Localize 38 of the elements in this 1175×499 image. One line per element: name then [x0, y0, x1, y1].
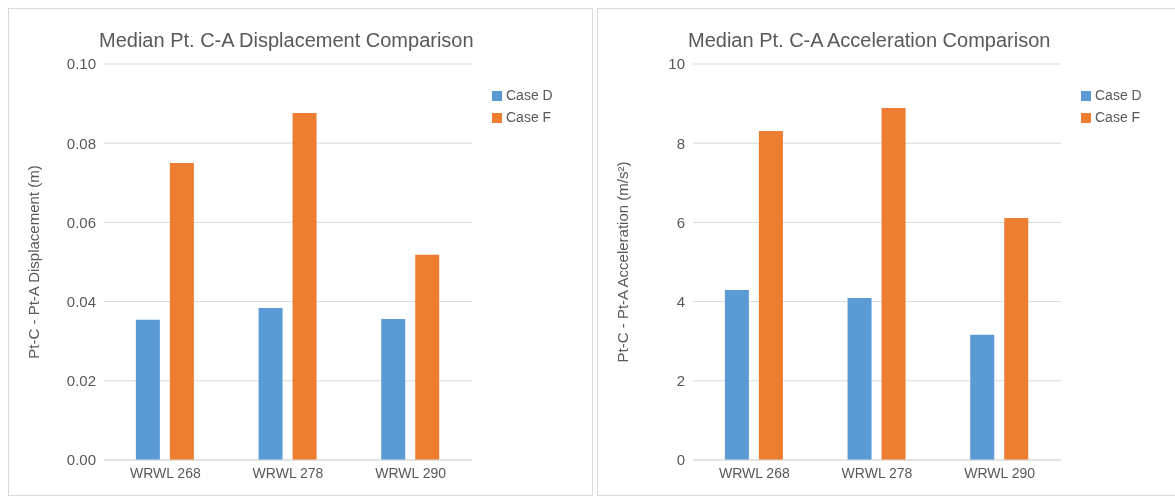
legend-label: Case F	[506, 109, 552, 125]
legend-label: Case F	[1095, 109, 1141, 125]
bar	[970, 334, 995, 460]
y-tick-label: 0.00	[66, 451, 96, 469]
x-tick-label: WRWL 268	[129, 464, 201, 481]
y-tick-label: 0.06	[66, 213, 96, 231]
x-tick-label: WRWL 278	[841, 464, 913, 481]
chart-title: Median Pt. C-A Acceleration Comparison	[688, 29, 1051, 52]
bar	[758, 130, 783, 460]
bar	[135, 319, 160, 460]
y-tick-label: 8	[676, 134, 685, 152]
y-tick-label: 0.02	[66, 372, 96, 390]
bar	[415, 254, 440, 460]
y-tick-label: 2	[676, 372, 685, 390]
bar	[1004, 218, 1029, 460]
y-axis-title: Pt-C - Pt-A Displacement (m)	[25, 165, 43, 359]
legend-label: Case D	[1095, 87, 1142, 103]
bar	[381, 319, 406, 460]
y-tick-label: 0.10	[66, 55, 96, 73]
y-tick-label: 0	[676, 451, 685, 469]
y-tick-label: 4	[676, 292, 685, 310]
y-tick-label: 10	[668, 55, 685, 73]
bar	[169, 163, 194, 460]
y-tick-label: 0.04	[66, 292, 96, 310]
x-tick-label: WRWL 290	[964, 464, 1036, 481]
y-tick-label: 0.08	[66, 134, 96, 152]
x-tick-label: WRWL 268	[718, 464, 790, 481]
bar	[724, 290, 749, 460]
y-axis-title: Pt-C - Pt-A Acceleration (m/s²)	[614, 161, 632, 363]
bar	[847, 298, 872, 460]
bar	[258, 307, 283, 460]
bar	[881, 107, 906, 460]
y-tick-label: 6	[676, 213, 685, 231]
x-tick-label: WRWL 278	[252, 464, 324, 481]
legend-label: Case D	[506, 87, 553, 103]
bar	[292, 113, 317, 460]
x-tick-label: WRWL 290	[375, 464, 447, 481]
chart-title: Median Pt. C-A Displacement Comparison	[99, 29, 474, 52]
